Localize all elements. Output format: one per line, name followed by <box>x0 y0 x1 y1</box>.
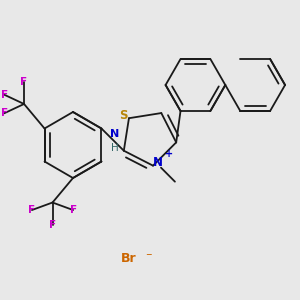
Text: F: F <box>70 205 77 215</box>
Text: N: N <box>110 129 119 139</box>
Text: +: + <box>165 149 173 159</box>
Text: F: F <box>28 205 35 215</box>
Text: F: F <box>1 108 8 118</box>
Text: ⁻: ⁻ <box>145 251 152 265</box>
Text: F: F <box>1 90 8 100</box>
Text: N: N <box>153 156 163 169</box>
Text: F: F <box>49 220 56 230</box>
Text: F: F <box>20 77 28 87</box>
Text: H: H <box>111 142 119 153</box>
Text: S: S <box>119 109 127 122</box>
Text: Br: Br <box>121 251 136 265</box>
